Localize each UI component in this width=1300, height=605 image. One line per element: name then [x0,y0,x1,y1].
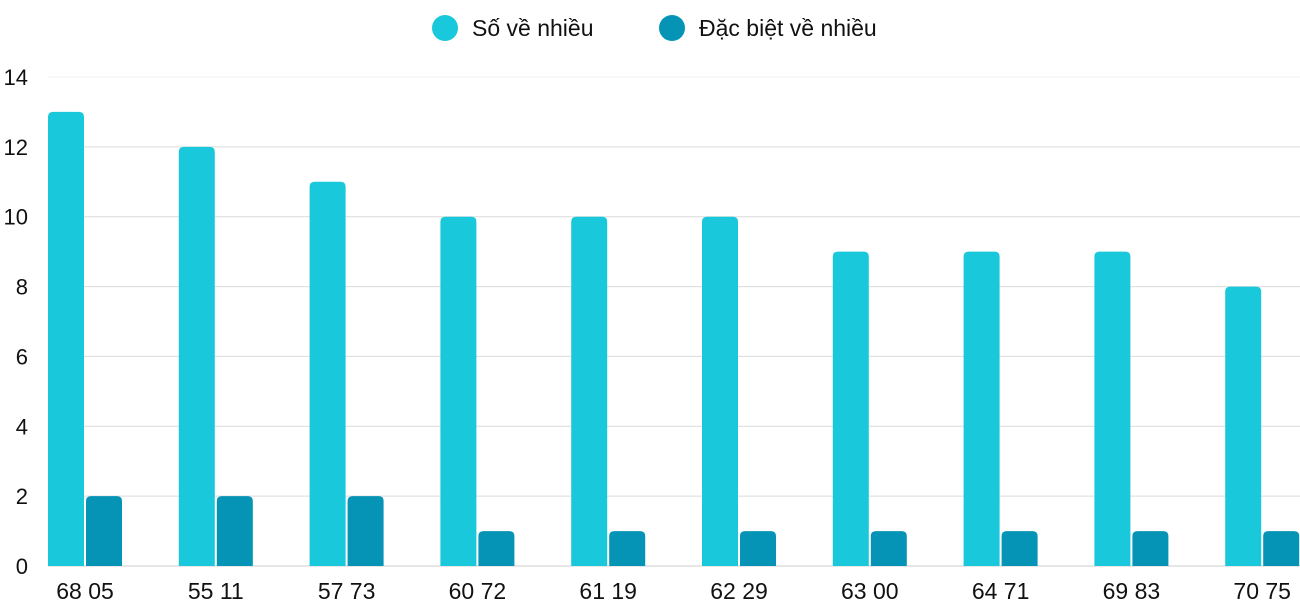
x-tick-label: 63 00 [841,578,899,600]
legend-marker [659,15,685,41]
bar-dac-biet-ve-nhieu [347,496,384,566]
x-tick-label: 61 19 [579,578,637,600]
x-tick-label: 70 75 [1233,578,1291,600]
bar-so-ve-nhieu [178,146,215,566]
x-tick-label: 55 11 [188,578,244,600]
x-tick-label: 68 05 [56,578,114,600]
bar-so-ve-nhieu [48,111,84,566]
bar-so-ve-nhieu [963,251,1000,566]
bar-dac-biet-ve-nhieu [1263,531,1300,566]
bar-so-ve-nhieu [571,216,608,566]
y-tick-label: 4 [16,414,28,439]
bar-dac-biet-ve-nhieu [1132,531,1169,566]
bar-so-ve-nhieu [1094,251,1131,566]
legend: Số về nhiều Đặc biệt về nhiều [432,15,877,41]
y-tick-label: 12 [4,135,28,160]
y-tick-label: 14 [4,65,28,90]
x-tick-label: 57 73 [318,578,376,600]
y-tick-label: 8 [16,275,28,300]
y-tick-label: 10 [4,205,28,230]
bar-dac-biet-ve-nhieu [1001,531,1038,566]
x-tick-label: 60 72 [449,578,507,600]
bar-dac-biet-ve-nhieu [86,496,122,566]
bar-so-ve-nhieu [832,251,869,566]
bars [48,111,1300,567]
legend-marker [432,15,458,41]
y-axis: 0 2 4 6 8 10 12 14 [4,65,28,579]
bar-dac-biet-ve-nhieu [740,531,776,566]
x-tick-label: 69 83 [1103,578,1161,600]
legend-label: Đặc biệt về nhiều [699,15,877,41]
bar-so-ve-nhieu [440,216,477,566]
y-tick-label: 6 [16,344,28,369]
bar-dac-biet-ve-nhieu [870,531,907,566]
bar-dac-biet-ve-nhieu [478,531,515,566]
x-axis: 68 05 55 11 57 73 60 72 61 19 62 29 63 00 64 71… [56,578,1291,604]
grid [48,76,1300,567]
x-tick-label: 62 29 [710,578,768,600]
y-tick-label: 0 [16,554,28,579]
bar-so-ve-nhieu [309,181,346,567]
bar-so-ve-nhieu [1225,286,1262,566]
bar-dac-biet-ve-nhieu [216,496,253,566]
y-tick-label: 2 [16,484,28,509]
legend-label: Số về nhiều [472,15,593,41]
x-tick-label: 64 71 [972,578,1030,600]
bar-dac-biet-ve-nhieu [609,531,646,566]
bar-so-ve-nhieu [702,216,738,566]
